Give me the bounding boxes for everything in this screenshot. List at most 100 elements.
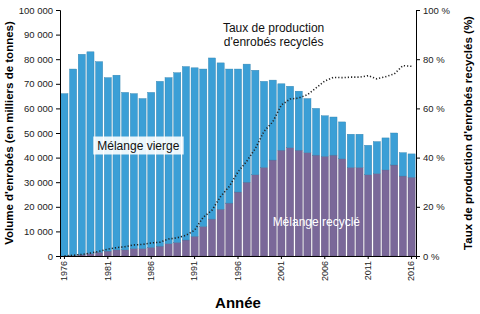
bar [122,250,129,256]
bar [243,64,250,182]
tick-mark [56,207,60,208]
tick: 100 % [416,5,450,16]
bar [104,251,111,256]
tick-label: 2001 [276,261,286,281]
bar [252,70,259,175]
bar [217,209,224,256]
tick-mark [281,256,282,259]
bar [269,160,276,256]
tick: 80 % [416,54,445,65]
axis-line [61,257,417,260]
x-title: Année [215,294,261,311]
bar [295,150,302,256]
tick-mark [194,256,195,259]
bar [313,155,320,256]
tick-mark [56,84,60,85]
series-label-group: Mélange recyclé [273,215,361,229]
tick-label: 20 % [423,201,445,212]
bar [70,69,77,255]
tick-label: 1996 [233,261,243,281]
tick-mark [416,158,420,159]
tick-label: 2011 [363,261,373,280]
bar [347,134,354,167]
bar [113,75,120,250]
tick: 20 % [416,201,445,212]
bar [356,167,363,256]
bar [347,167,354,256]
tick: 100 000 [19,5,60,16]
bar [234,69,241,192]
bar [96,252,103,256]
bar [200,69,207,226]
tick-label: 100 000 [19,5,53,16]
label-background [93,137,183,155]
axis-line [56,11,61,257]
tick-label: 50 000 [24,128,53,139]
series-label: Taux de productiond'enrobés recyclés [223,21,324,49]
bar [208,58,215,219]
bar [130,94,137,249]
tick-mark [56,182,60,183]
bar [122,92,129,249]
bar [287,86,294,148]
tick-mark [64,256,65,259]
bar [330,117,337,155]
tick-mark [238,256,239,259]
bar [234,192,241,256]
tick-mark [56,231,60,232]
bar [78,54,85,254]
y-title: Volume d'enrobés (en milliers de tonnes) [3,21,15,245]
tick-mark [416,59,420,60]
bar [321,156,328,256]
tick: 10 000 [24,226,60,237]
tick-label: 30 000 [24,177,53,188]
tick-label: 20 000 [24,201,53,212]
bar [382,170,389,256]
bar [408,177,415,256]
tick-label: 10 000 [24,226,53,237]
series-label-group: Mélange vierge [93,137,183,155]
tick: 1976 [59,256,69,281]
tick-mark [56,133,60,134]
tick: 1986 [146,256,156,281]
tick-label: 60 % [423,103,445,114]
tick: 2011 [363,256,373,280]
bar [399,176,406,256]
bar [148,247,155,256]
tick-mark [56,10,60,11]
tick-label: 90 000 [24,29,53,40]
bar [365,145,372,175]
bar [165,78,172,244]
bar [182,240,189,256]
tick: 90 000 [24,29,60,40]
plot-area [61,52,415,256]
bar [287,148,294,256]
tick-label: 80 % [423,54,445,65]
tick-label: 70 000 [24,78,53,89]
tick-mark [411,256,412,259]
y-axis: 010 00020 00030 00040 00050 00060 00070 … [19,5,61,262]
bar [260,167,267,256]
tick-label: 1976 [59,261,69,281]
bar [96,62,103,253]
y2-axis: 0 %20 %40 %60 %80 %100 % [416,5,450,262]
tick-mark [107,256,108,259]
bar [252,175,259,256]
tick: 0 [48,251,60,262]
tick-label: 2006 [320,261,330,281]
tick: 20 000 [24,201,60,212]
tick-mark [56,158,60,159]
bar [269,80,276,160]
bar [226,69,233,203]
tick: 30 000 [24,177,60,188]
tick: 1981 [103,256,113,281]
tick: 40 % [416,152,445,163]
bar [174,73,181,243]
tick-mark [416,10,420,11]
tick-label: 1986 [146,261,156,281]
bar [191,68,198,237]
bar [339,122,346,159]
tick-label: 60 000 [24,103,53,114]
bar [226,203,233,256]
series-label: Mélange recyclé [273,215,361,229]
